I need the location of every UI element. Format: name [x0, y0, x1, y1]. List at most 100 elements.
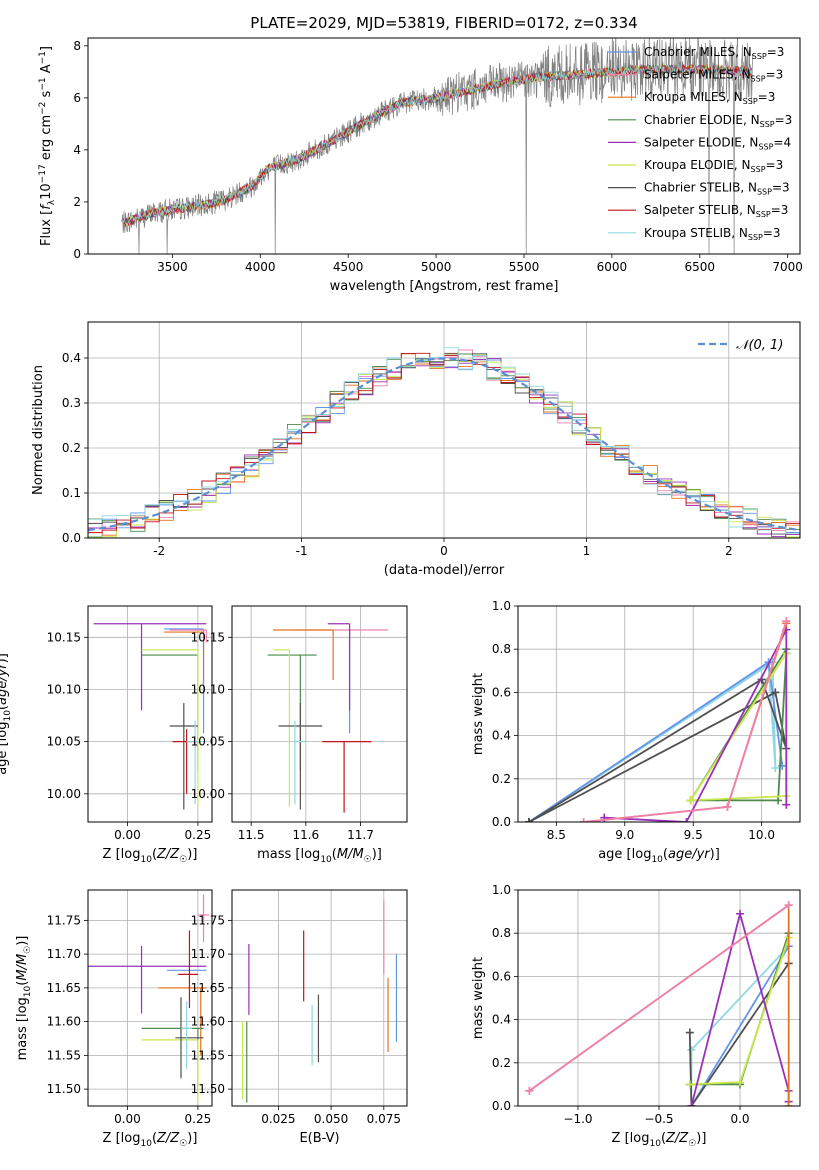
y-axis-label-part: −1	[38, 77, 48, 90]
errorbar-point	[141, 1039, 199, 1101]
mass-vs-ebv-panel: 0.025 0.050 0.075 11.50 11.55 11.60 11.65 11.70…	[191, 889, 408, 1146]
y-axis-label-part: M/M	[15, 954, 30, 981]
legend-entry: Salpeter STELIB, NSSP=3	[644, 203, 788, 219]
y-tick-label: 10.00	[191, 787, 225, 801]
weight-marker	[682, 818, 691, 822]
x-axis-label-part: 10	[140, 855, 152, 865]
y-axis-label: mass [log10(M/M☉)]	[15, 936, 33, 1061]
y-tick-label: 11.75	[47, 913, 81, 927]
y-axis-label-part: −2	[38, 102, 48, 115]
y-axis-label-part: Normed distribution	[31, 365, 46, 495]
weight-marker	[525, 1086, 534, 1095]
x-axis-label-part: 10	[140, 1139, 152, 1149]
legend-entry: Chabrier ELODIE, NSSP=3	[644, 113, 792, 129]
x-axis-label-part: 10	[649, 1139, 661, 1149]
weight-marker	[685, 1080, 694, 1089]
x-axis-label-part: Z [log	[103, 847, 141, 862]
y-axis-label-part: ]	[39, 46, 54, 51]
legend-entry-sub: SSP	[760, 120, 775, 129]
y-tick-label: 0.0	[492, 815, 511, 829]
weight-vs-age-panel: 8.5 9.0 9.5 10.0 0.0 0.2 0.4 0.6 0.8 1.0 mass weig…	[471, 599, 801, 865]
weight-marker	[736, 1078, 745, 1087]
legend-entry: Chabrier STELIB, NSSP=3	[644, 181, 790, 197]
y-tick-label: 2	[73, 195, 81, 209]
errorbar-point	[164, 631, 205, 683]
x-tick-label: 4500	[333, 260, 364, 274]
weight-marker	[736, 909, 745, 918]
axes-frame	[87, 889, 213, 1107]
legend-entry: Salpeter MILES, NSSP=3	[644, 68, 783, 84]
x-tick-label: 0.075	[367, 1112, 401, 1126]
y-axis-label-part: 10	[23, 985, 33, 997]
y-tick-label: 10.00	[47, 787, 81, 801]
errorbar-point	[273, 629, 334, 681]
weight-marker	[579, 818, 588, 822]
age-vs-mass-panel: 11.5 11.6 11.7 10.00 10.05 10.10 10.15 mass [lo…	[191, 605, 408, 865]
y-axis-label: mass weight	[471, 957, 486, 1039]
x-axis-label: Z [log10(Z/Z☉)]	[612, 1131, 707, 1149]
y-axis-label-part: A	[39, 64, 54, 77]
x-tick-label: 10.0	[748, 828, 775, 842]
legend-entry-label: Salpeter ELODIE, N	[644, 135, 758, 149]
y-axis-label-part: mass weight	[471, 957, 486, 1039]
x-axis-label-part: 10	[651, 855, 663, 865]
errorbar-point	[158, 987, 207, 1056]
x-axis-label-part: Z [log	[612, 1131, 650, 1146]
y-tick-label: 10.10	[47, 682, 81, 696]
weight-marker	[782, 617, 791, 626]
x-axis-label: (data-model)/error	[384, 563, 505, 578]
y-axis-label-part: mass [log	[15, 997, 30, 1060]
weight-marker	[687, 1102, 696, 1106]
weight-marker	[686, 796, 695, 805]
legend-entry-label: Salpeter STELIB, N	[644, 203, 756, 217]
x-tick-label: 6500	[685, 260, 716, 274]
axes-frame	[231, 605, 408, 823]
y-axis-label-part: f	[39, 203, 54, 210]
errorbar-point	[322, 741, 372, 813]
y-axis-label-part: −17	[38, 164, 48, 183]
x-axis-label: E(B-V)	[299, 1131, 339, 1146]
y-tick-label: 8	[73, 39, 81, 53]
legend-entry-tail: =3	[772, 181, 790, 195]
y-axis-label-part: )]	[15, 936, 30, 946]
x-axis-label-part: ☉	[179, 855, 187, 865]
normal-curve	[88, 357, 800, 532]
x-axis-label-part: )]	[696, 1131, 706, 1146]
x-axis-label: mass [log10(M/M☉)]	[257, 847, 382, 865]
y-tick-label: 0.4	[62, 351, 81, 365]
x-axis-label-part: )]	[710, 847, 720, 862]
y-axis-label-part: λ	[47, 199, 57, 205]
plot-area	[93, 623, 207, 810]
legend-entry-tail: =3	[763, 226, 781, 240]
mass-vs-metallicity-panel: 0.00 0.25 11.50 11.55 11.60 11.65 11.70 11.75 Z …	[15, 889, 213, 1149]
y-tick-label: 11.65	[47, 981, 81, 995]
x-axis-label-part: ☉	[179, 1139, 187, 1149]
x-axis-label-part: age [log	[598, 847, 651, 862]
legend-entry-tail: =4	[773, 135, 791, 149]
axes-frame	[231, 889, 408, 1107]
legend-entry-label: Kroupa STELIB, N	[644, 226, 748, 240]
legend-entry-tail: =3	[758, 90, 776, 104]
errorbar-point	[294, 629, 388, 643]
x-axis-label-part: (	[663, 847, 668, 862]
x-tick-label: 0	[440, 544, 448, 558]
legend-entry-tail: =3	[771, 203, 789, 217]
x-axis-label-part: )]	[187, 847, 197, 862]
x-tick-label: 11.7	[347, 828, 374, 842]
legend-entry: Kroupa MILES, NSSP=3	[644, 90, 775, 106]
x-axis-label: Z [log10(Z/Z☉)]	[103, 1131, 198, 1149]
x-tick-label: -2	[153, 544, 165, 558]
plot-area	[524, 617, 791, 822]
y-tick-label: 11.60	[191, 1015, 225, 1029]
errorbar-point	[267, 654, 317, 770]
errorbar-point	[141, 649, 199, 807]
plot-area	[525, 901, 793, 1106]
plot-area	[267, 623, 388, 813]
y-axis-label-part: age/yr	[0, 662, 10, 705]
legend-entry-label: Kroupa MILES, N	[644, 90, 743, 104]
y-tick-label: 1.0	[492, 883, 511, 897]
y-axis-label-part: 10	[3, 710, 13, 722]
y-axis-label-part: age [log	[0, 722, 10, 775]
y-axis-label: mass weight	[471, 673, 486, 755]
